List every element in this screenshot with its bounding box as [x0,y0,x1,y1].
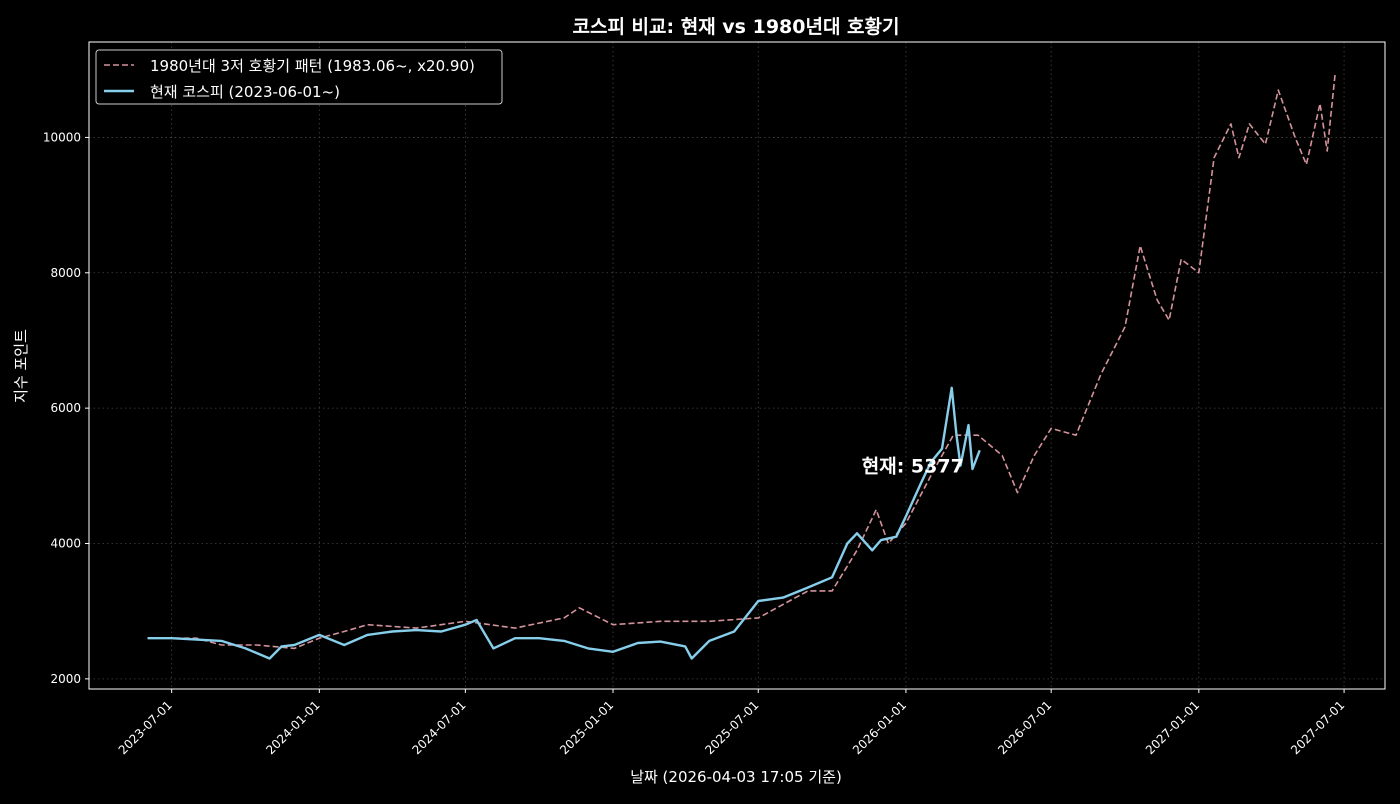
x-tick-label: 2027-07-01 [1288,698,1347,757]
chart-title: 코스피 비교: 현재 vs 1980년대 호황기 [572,15,899,38]
grid [89,42,1385,689]
series-line-current [147,386,981,660]
y-tick-label: 6000 [50,401,81,415]
ticks: 2023-07-01 2024-01-01 2024-07-01 2025-01-01… [43,130,1348,757]
y-axis-label: 지수 포인트 [12,329,30,403]
x-tick-label: 2024-01-01 [263,698,322,757]
x-tick-label: 2025-07-01 [702,698,761,757]
x-tick-label: 2026-01-01 [850,698,909,757]
series-layer [147,73,1336,660]
x-axis-label: 날짜 (2026-04-03 17:05 기준) [630,768,842,786]
x-tick-label: 2023-07-01 [116,698,175,757]
annotation-current: 현재: 5377 [862,455,964,477]
y-tick-label: 2000 [50,672,81,686]
x-tick-label: 2025-01-01 [557,698,616,757]
legend: 1980년대 3저 호황기 패턴 (1983.06~, x20.90) 현재 코… [95,49,503,105]
series-line-pattern [147,73,1336,650]
legend-box [95,49,503,105]
plot-frame [88,41,1386,690]
legend-label-current: 현재 코스피 (2023-06-01~) [150,83,340,101]
x-tick-label: 2027-01-01 [1143,698,1202,757]
x-tick-label: 2026-07-01 [995,698,1054,757]
y-tick-label: 10000 [43,130,81,144]
y-tick-label: 4000 [50,536,81,550]
y-tick-label: 8000 [50,266,81,280]
x-tick-label: 2024-07-01 [409,698,468,757]
legend-label-pattern: 1980년대 3저 호황기 패턴 (1983.06~, x20.90) [150,57,475,75]
